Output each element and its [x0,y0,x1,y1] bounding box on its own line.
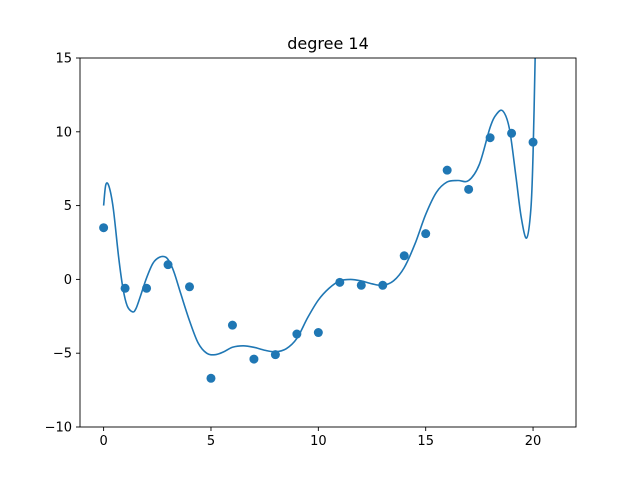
y-tick-label: 5 [64,199,72,214]
data-point [142,283,152,293]
data-point [292,329,302,339]
data-point [399,251,409,261]
x-tick-label: 0 [99,434,107,449]
x-tick-label: 15 [417,434,434,449]
data-point [356,280,366,290]
data-point [313,328,323,338]
data-point [528,137,538,147]
x-tick-label: 5 [207,434,215,449]
axes-layer: 0 5 10 15 20 −10 −5 0 5 10 15 [45,52,577,449]
data-points-layer [99,128,538,383]
data-point [378,280,388,290]
y-tick-label: −5 [53,347,72,362]
data-point [99,223,109,233]
data-point [120,283,130,293]
data-point [185,282,195,292]
chart-title: degree 14 [287,34,369,53]
x-tick-label: 20 [525,434,542,449]
y-tick-label: −10 [45,421,72,436]
fit-curve-layer [102,58,536,356]
fit-curve-line [102,58,536,356]
data-point [442,165,452,175]
y-tick-label: 10 [55,125,72,140]
data-point [206,373,216,383]
y-tick-label: 0 [64,273,72,288]
y-tick-label: 15 [55,52,72,67]
data-point [335,277,345,287]
axes-frame [79,57,577,428]
data-point [163,260,173,270]
data-point [485,133,495,143]
data-point [270,350,280,360]
data-point [249,354,259,364]
data-point [227,320,237,330]
data-point [507,128,517,138]
x-tick-label: 10 [310,434,327,449]
data-point [421,229,431,239]
data-point [464,184,474,194]
